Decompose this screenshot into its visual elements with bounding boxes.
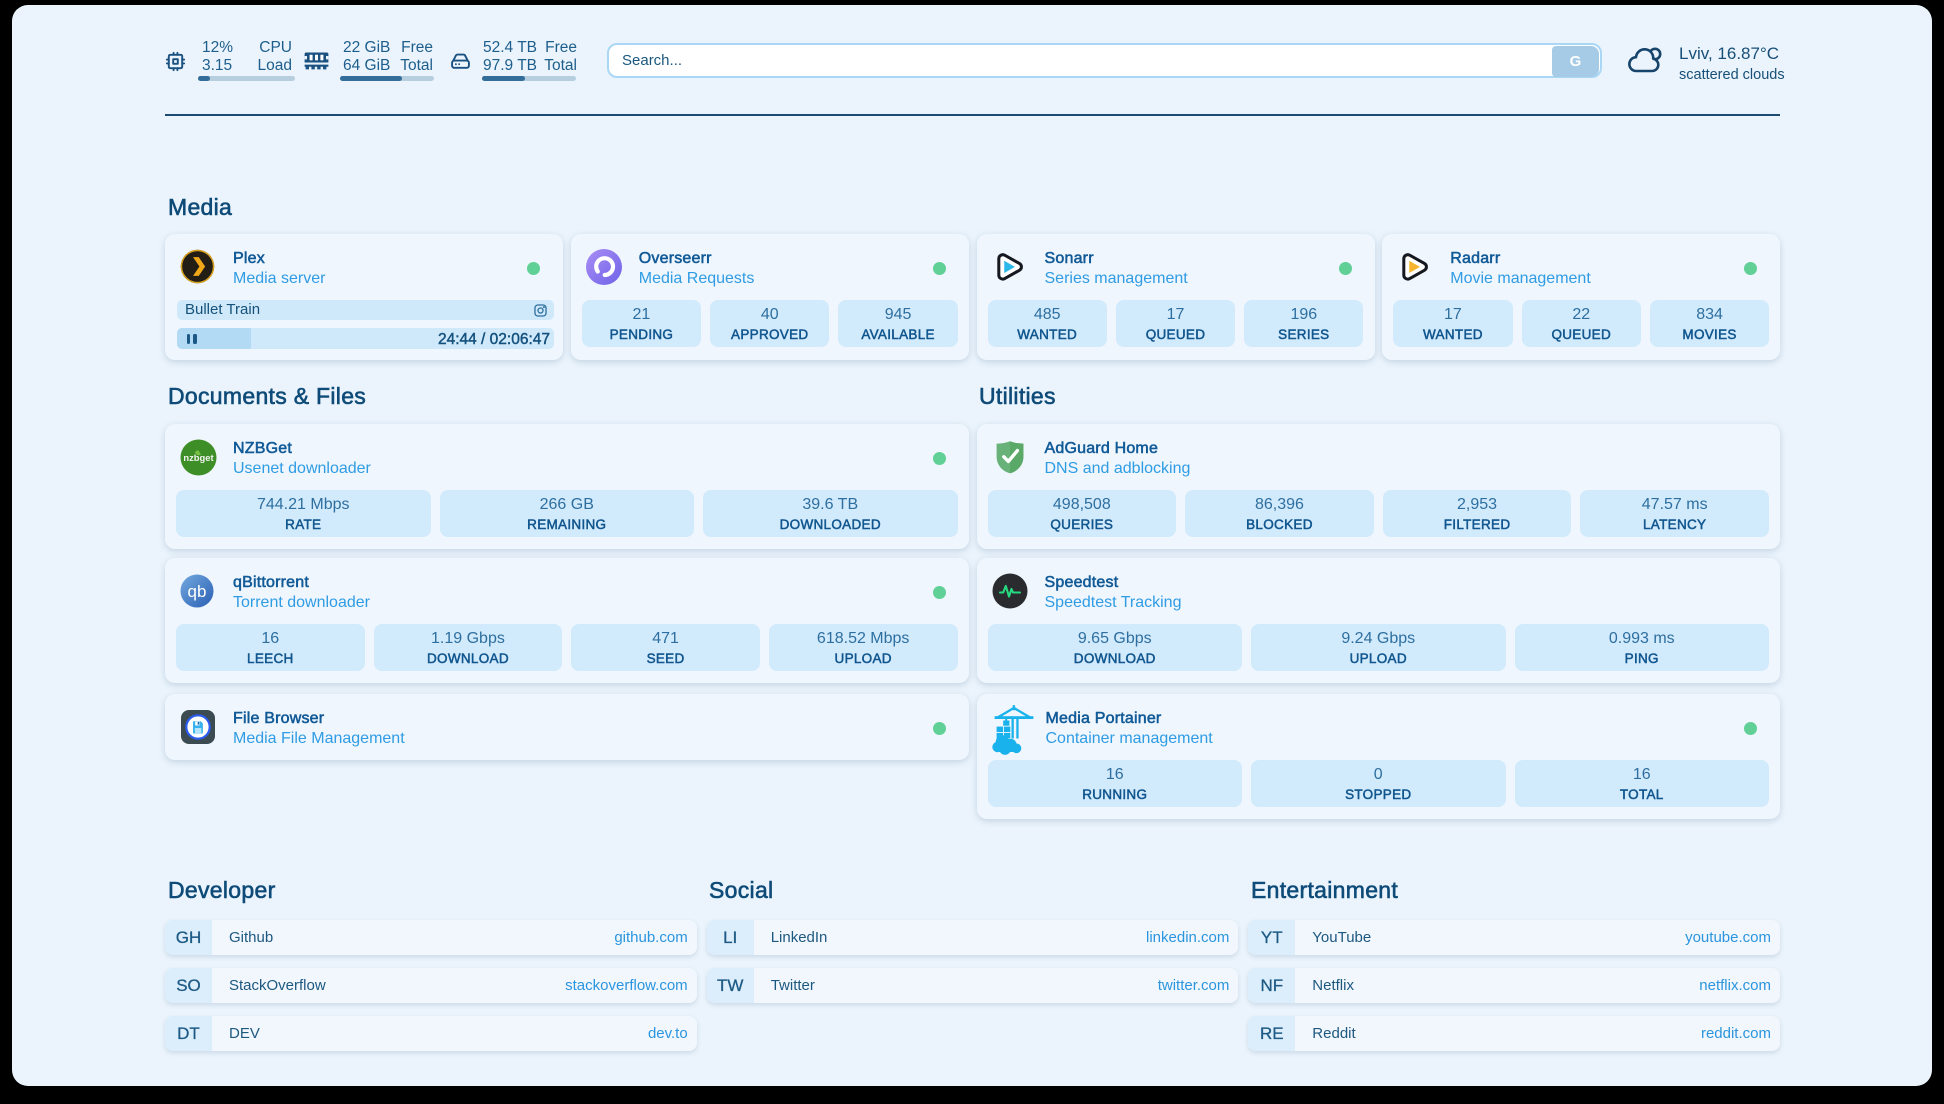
svg-text:nzbget: nzbget: [183, 452, 213, 463]
svg-text:qb: qb: [188, 582, 207, 601]
